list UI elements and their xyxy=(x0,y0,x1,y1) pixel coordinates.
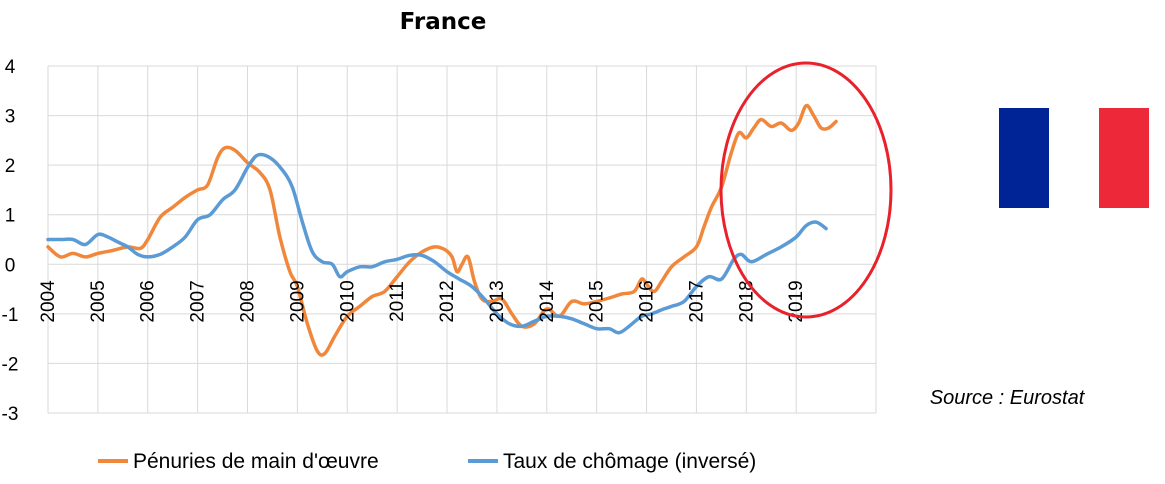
x-tick-label: 2016 xyxy=(637,280,658,322)
legend: Pénuries de main d'œuvre Taux de chômage… xyxy=(98,450,756,473)
legend-label-penuries: Pénuries de main d'œuvre xyxy=(133,450,379,473)
flag-red-stripe xyxy=(1099,108,1149,208)
source-note: Source : Eurostat xyxy=(930,387,1086,409)
x-tick-label: 2018 xyxy=(736,280,757,322)
x-tick-label: 2009 xyxy=(287,280,308,322)
x-tick-label: 2014 xyxy=(537,280,558,323)
x-tick-label: 2004 xyxy=(38,280,59,323)
y-tick-label: 2 xyxy=(5,156,16,177)
y-tick-label: 3 xyxy=(5,107,16,128)
x-tick-label: 2005 xyxy=(88,280,109,322)
x-tick-label: 2015 xyxy=(587,280,608,322)
x-tick-label: 2008 xyxy=(238,280,259,322)
y-tick-label: -1 xyxy=(2,305,19,326)
y-tick-label: -3 xyxy=(2,404,19,425)
series-line-chomage xyxy=(46,152,828,335)
x-tick-label: 2017 xyxy=(686,280,707,322)
x-tick-label: 2012 xyxy=(437,280,458,322)
y-tick-label: 0 xyxy=(5,255,16,276)
grid xyxy=(47,65,877,414)
x-axis-ticks: 2004 2005 2006 2007 2008 2009 2010 2011 2012 2013… xyxy=(38,280,807,323)
y-axis-ticks: 4 3 2 1 0 -1 -2 -3 xyxy=(2,57,19,425)
y-tick-label: 4 xyxy=(5,57,16,78)
flag-blue-stripe xyxy=(999,108,1049,208)
y-tick-label: 1 xyxy=(5,206,16,227)
x-tick-label: 2010 xyxy=(337,280,358,322)
france-flag-icon xyxy=(999,108,1149,208)
highlight-ellipse xyxy=(719,61,893,319)
x-tick-label: 2007 xyxy=(188,280,209,322)
y-tick-label: -2 xyxy=(2,354,19,375)
series-line-penuries xyxy=(46,103,838,357)
x-tick-label: 2006 xyxy=(138,280,159,322)
flag-white-stripe xyxy=(1049,108,1099,208)
x-tick-label: 2013 xyxy=(487,280,508,322)
x-tick-label: 2019 xyxy=(786,280,807,322)
legend-label-chomage: Taux de chômage (inversé) xyxy=(503,450,756,473)
series-lines xyxy=(46,103,838,357)
chart-title: France xyxy=(400,9,487,35)
x-tick-label: 2011 xyxy=(387,281,408,322)
